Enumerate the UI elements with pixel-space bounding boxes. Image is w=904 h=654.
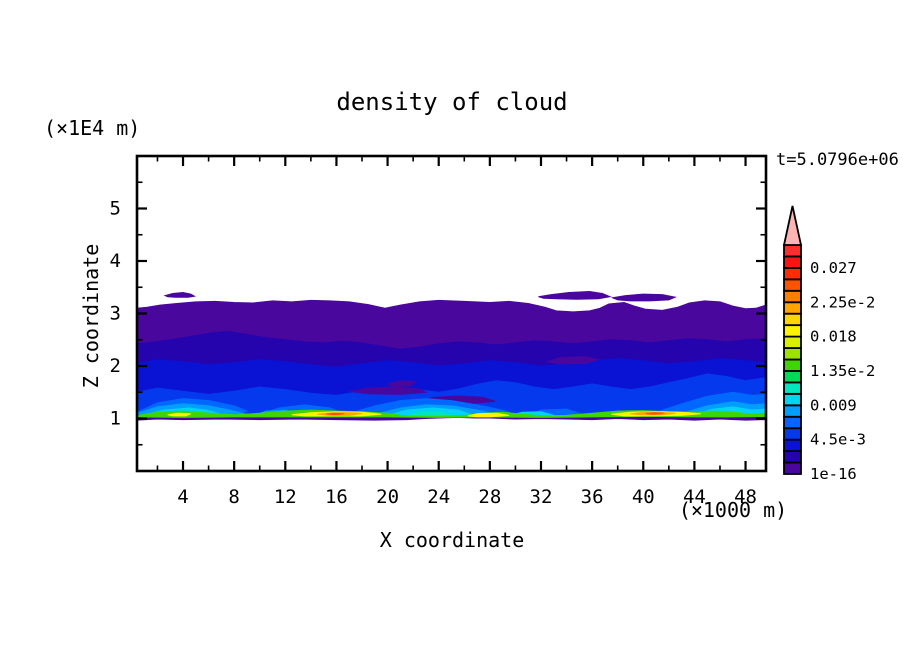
x-tick-label: 24 xyxy=(427,486,450,508)
x-axis-unit-label: (×1000 m) xyxy=(678,498,788,522)
colorbar-segment xyxy=(783,381,802,395)
colorbar-segment xyxy=(783,255,802,269)
y-axis-title: Z coordinate xyxy=(79,243,103,389)
colorbar-label: 2.25e-2 xyxy=(810,293,875,311)
colorbar-segment xyxy=(783,415,802,430)
colorbar-segment xyxy=(783,301,802,315)
colorbar-segment xyxy=(783,450,802,464)
x-tick-label: 16 xyxy=(325,486,348,508)
colorbar xyxy=(782,205,803,475)
contour-layer-streak-yellow-4 xyxy=(167,412,191,417)
y-tick-label: 3 xyxy=(110,303,121,325)
colorbar-segment xyxy=(783,244,802,258)
colorbar-label: 1e-16 xyxy=(810,465,857,483)
contour-layer-core-red-1 xyxy=(326,412,345,416)
y-tick-label: 5 xyxy=(110,198,121,220)
contour-layer-blob-violet-left xyxy=(163,291,197,298)
colorbar-segment xyxy=(783,427,802,441)
colorbar-label: 0.009 xyxy=(810,396,857,414)
contour-layer-lens-violet-3 xyxy=(547,356,601,365)
x-tick-label: 20 xyxy=(376,486,399,508)
y-tick-label: 1 xyxy=(110,408,121,430)
x-tick-label: 32 xyxy=(530,486,553,508)
colorbar-segment xyxy=(783,347,802,361)
x-tick-label: 44 xyxy=(683,486,706,508)
colorbar-segment xyxy=(783,461,802,475)
colorbar-label: 0.018 xyxy=(810,328,857,346)
x-tick-label: 28 xyxy=(478,486,501,508)
chart-title: density of cloud xyxy=(336,88,568,116)
colorbar-segment xyxy=(783,335,802,349)
colorbar-segment xyxy=(783,404,802,418)
colorbar-label: 4.5e-3 xyxy=(810,431,866,449)
colorbar-segment xyxy=(783,289,802,304)
colorbar-segment xyxy=(783,266,802,281)
timestamp-label: t=5.0796e+06 xyxy=(776,150,899,170)
x-axis-title: X coordinate xyxy=(379,528,525,552)
colorbar-segment xyxy=(783,358,802,372)
colorbar-segment xyxy=(783,370,802,384)
contour-layer-band-bright-blue xyxy=(137,373,766,417)
colorbar-segment xyxy=(783,278,802,292)
y-tick-label: 4 xyxy=(110,250,121,272)
colorbar-segment xyxy=(783,312,802,327)
contour-layer-blob-violet-mid xyxy=(538,290,612,300)
x-tick-label: 12 xyxy=(274,486,297,508)
colorbar-label: 1.35e-2 xyxy=(810,362,875,380)
colorbar-label: 0.027 xyxy=(810,259,857,277)
y-axis-unit-label: (×1E4 m) xyxy=(44,116,141,140)
contour-field xyxy=(137,290,766,421)
x-tick-label: 8 xyxy=(228,486,239,508)
x-tick-label: 36 xyxy=(581,486,604,508)
contour-layer-core-red-2 xyxy=(645,412,664,415)
colorbar-overflow-arrow xyxy=(782,205,803,246)
contour-layer-lens-violet-1 xyxy=(349,386,428,395)
x-tick-label: 48 xyxy=(734,486,757,508)
contour-layer-lens-violet-4 xyxy=(385,380,418,388)
y-tick-label: 2 xyxy=(110,355,121,377)
colorbar-segment xyxy=(783,438,802,452)
colorbar-segment xyxy=(783,324,802,338)
colorbar-segment xyxy=(783,392,802,407)
x-tick-label: 40 xyxy=(632,486,655,508)
x-tick-label: 4 xyxy=(177,486,188,508)
contour-layer-blob-violet-right xyxy=(610,293,677,302)
contour-layer-streak-green xyxy=(137,409,766,418)
contour-layer-streak-yellow-2 xyxy=(467,412,510,418)
